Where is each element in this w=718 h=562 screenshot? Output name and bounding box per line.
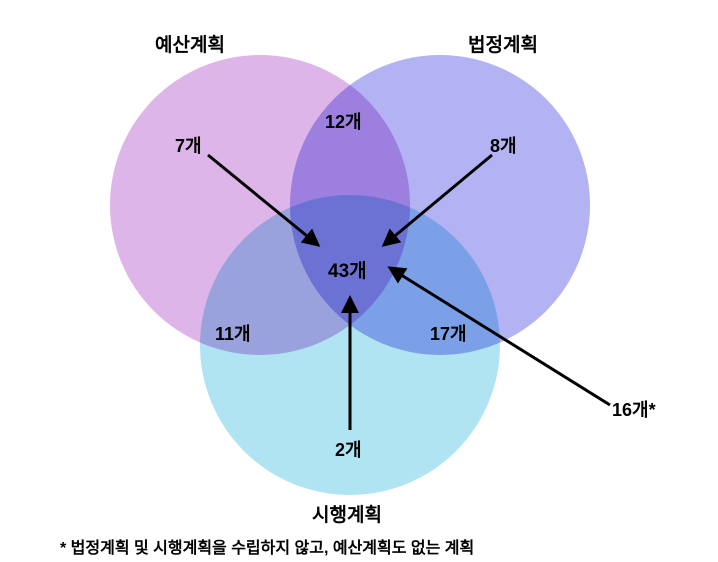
value-ab: 12개	[325, 108, 362, 134]
value-abc: 43개	[328, 256, 367, 283]
venn-diagram: 예산계획 법정계획 시행계획 7개 8개 2개 12개 11개 17개 43개 …	[0, 0, 718, 562]
value-b-only: 8개	[490, 132, 517, 158]
footnote: * 법정계획 및 시행계획을 수립하지 않고, 예산계획도 없는 계획	[60, 534, 474, 558]
set-label-c: 시행계획	[312, 500, 382, 527]
value-a-only: 7개	[175, 132, 202, 158]
value-ac: 11개	[215, 320, 251, 346]
value-bc: 17개	[430, 320, 467, 346]
set-label-b: 법정계획	[468, 30, 538, 57]
set-label-a: 예산계획	[155, 30, 225, 57]
value-c-only: 2개	[335, 436, 362, 462]
value-outside: 16개*	[612, 396, 656, 422]
